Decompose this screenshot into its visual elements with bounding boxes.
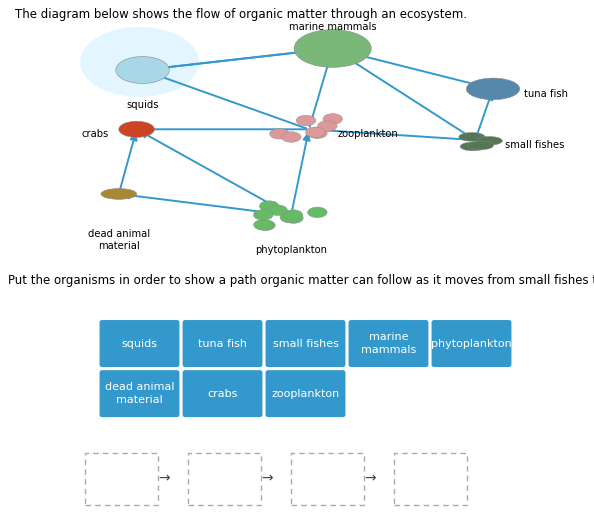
Ellipse shape bbox=[294, 30, 371, 67]
Text: dead animal
material: dead animal material bbox=[88, 229, 150, 251]
Ellipse shape bbox=[254, 220, 273, 230]
Text: zooplankton: zooplankton bbox=[338, 129, 399, 139]
Ellipse shape bbox=[466, 78, 520, 100]
FancyBboxPatch shape bbox=[182, 320, 263, 368]
Ellipse shape bbox=[308, 128, 327, 139]
FancyBboxPatch shape bbox=[348, 320, 429, 368]
Ellipse shape bbox=[283, 210, 303, 220]
Text: →: → bbox=[261, 472, 273, 486]
Ellipse shape bbox=[80, 27, 199, 97]
Text: →: → bbox=[364, 472, 376, 486]
Ellipse shape bbox=[101, 189, 137, 199]
Ellipse shape bbox=[282, 132, 301, 142]
Ellipse shape bbox=[255, 220, 275, 231]
FancyBboxPatch shape bbox=[99, 370, 180, 418]
Ellipse shape bbox=[460, 142, 486, 151]
FancyBboxPatch shape bbox=[431, 320, 512, 368]
Ellipse shape bbox=[116, 56, 169, 84]
Text: →: → bbox=[158, 472, 170, 486]
FancyBboxPatch shape bbox=[188, 453, 261, 505]
Ellipse shape bbox=[254, 210, 273, 220]
Ellipse shape bbox=[323, 113, 343, 124]
FancyBboxPatch shape bbox=[394, 453, 467, 505]
Ellipse shape bbox=[318, 121, 337, 131]
FancyBboxPatch shape bbox=[291, 453, 364, 505]
Text: squids: squids bbox=[122, 338, 157, 348]
FancyBboxPatch shape bbox=[182, 370, 263, 418]
Text: tuna fish: tuna fish bbox=[525, 89, 568, 99]
Text: The diagram below shows the flow of organic matter through an ecosystem.: The diagram below shows the flow of orga… bbox=[15, 8, 467, 21]
Ellipse shape bbox=[283, 213, 303, 223]
Ellipse shape bbox=[270, 129, 289, 139]
Text: zooplankton: zooplankton bbox=[271, 389, 340, 399]
Text: crabs: crabs bbox=[81, 129, 109, 139]
Text: phytoplankton: phytoplankton bbox=[255, 245, 327, 255]
Text: squids: squids bbox=[127, 100, 159, 110]
Text: small fishes: small fishes bbox=[273, 338, 339, 348]
Ellipse shape bbox=[296, 115, 316, 126]
FancyBboxPatch shape bbox=[99, 320, 180, 368]
Text: dead animal
material: dead animal material bbox=[105, 382, 174, 405]
Ellipse shape bbox=[476, 137, 503, 145]
Text: tuna fish: tuna fish bbox=[198, 338, 247, 348]
Ellipse shape bbox=[459, 132, 485, 141]
FancyBboxPatch shape bbox=[85, 453, 158, 505]
Text: small fishes: small fishes bbox=[505, 140, 564, 150]
Ellipse shape bbox=[280, 212, 299, 223]
Text: marine
mammals: marine mammals bbox=[361, 332, 416, 355]
Ellipse shape bbox=[467, 141, 494, 150]
Text: crabs: crabs bbox=[207, 389, 238, 399]
Ellipse shape bbox=[119, 121, 154, 138]
FancyBboxPatch shape bbox=[265, 370, 346, 418]
Ellipse shape bbox=[308, 207, 327, 218]
Text: marine mammals: marine mammals bbox=[289, 21, 377, 31]
Text: Put the organisms in order to show a path organic matter can follow as it moves : Put the organisms in order to show a pat… bbox=[8, 275, 594, 287]
Ellipse shape bbox=[268, 205, 287, 215]
Text: phytoplankton: phytoplankton bbox=[431, 338, 512, 348]
Ellipse shape bbox=[305, 127, 325, 138]
Ellipse shape bbox=[260, 201, 279, 211]
FancyBboxPatch shape bbox=[265, 320, 346, 368]
